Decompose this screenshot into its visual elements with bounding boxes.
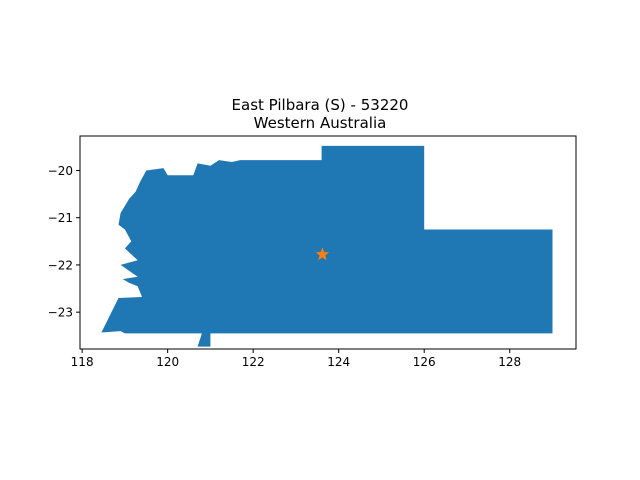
region-polygon	[101, 145, 553, 347]
x-tick-label: 120	[156, 355, 179, 369]
x-tick-label: 122	[242, 355, 265, 369]
y-tick-label: −20	[48, 164, 73, 178]
x-tick-label: 128	[498, 355, 521, 369]
x-tick-label: 126	[413, 355, 436, 369]
x-tick-label: 124	[327, 355, 350, 369]
location-star-marker	[315, 247, 330, 261]
x-tick-label: 118	[71, 355, 94, 369]
y-tick-label: −23	[48, 306, 73, 320]
map-title-line-1: East Pilbara (S) - 53220	[231, 96, 409, 114]
y-tick-label: −22	[48, 258, 73, 272]
y-tick-label: −21	[48, 211, 73, 225]
plot-layer: 118 120 122 124 126 128 −20 −21 −22 −23	[48, 145, 553, 369]
axes-frame	[79, 135, 577, 350]
map-title-line-2: Western Australia	[253, 114, 387, 132]
